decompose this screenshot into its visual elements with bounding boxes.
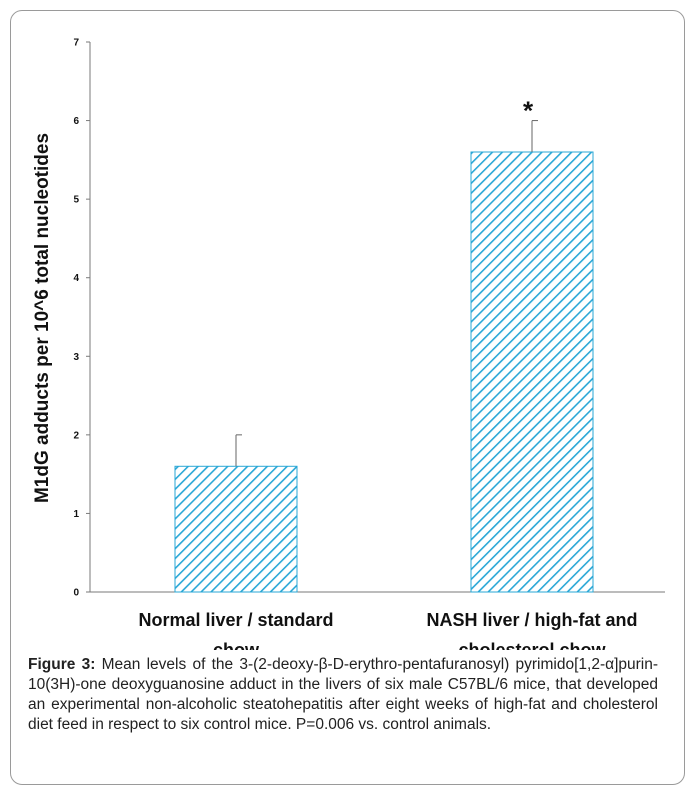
bars: *	[174, 96, 594, 593]
y-axis-title: M1dG adducts per 10^6 total nucleotides	[32, 133, 53, 503]
bar	[470, 151, 594, 593]
x-category-label: chow	[213, 640, 260, 650]
bar	[174, 465, 298, 593]
y-tick-label: 5	[73, 195, 79, 206]
significance-marker: *	[523, 96, 534, 126]
y-tick-label: 6	[73, 116, 79, 127]
caption-label: Figure 3:	[28, 656, 96, 673]
figure-caption: Figure 3: Mean levels of the 3-(2-deoxy-…	[28, 655, 658, 735]
x-category-label: cholesterol chow	[458, 640, 606, 650]
x-axis-labels: Normal liver / standard chow NASH liver / …	[138, 610, 637, 650]
x-category-label: Normal liver / standard	[138, 610, 333, 630]
x-category-label: NASH liver / high-fat and	[426, 610, 637, 630]
y-tick-label: 7	[73, 38, 79, 49]
y-tick-label: 3	[73, 352, 79, 363]
y-tick-label: 1	[73, 509, 79, 520]
caption-text: Mean levels of the 3-(2-deoxy-β-D-erythr…	[28, 656, 658, 733]
y-tick-label: 4	[73, 273, 79, 284]
y-tick-label: 0	[73, 588, 79, 599]
y-tick-label: 2	[73, 430, 79, 441]
bar-chart: 0 1 2 3 4 5 6 7 * Normal liver / standard chow NA…	[32, 38, 665, 650]
